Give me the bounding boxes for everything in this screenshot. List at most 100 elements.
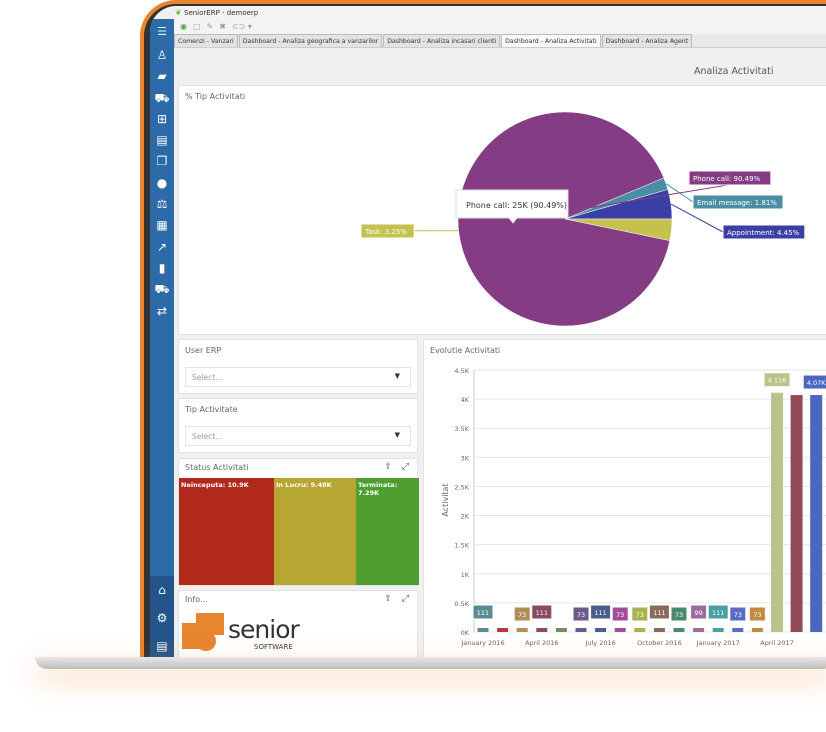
treemap-terminata[interactable]: Terminata: 7.29K <box>356 478 419 585</box>
chevron-down-icon: ▼ <box>394 431 400 439</box>
treemap-neinceputa[interactable]: Neinceputa: 10.9K <box>179 478 274 585</box>
bar-data-label: 111 <box>477 609 489 617</box>
bar[interactable] <box>732 628 744 632</box>
bar[interactable] <box>751 628 763 632</box>
cart-add-icon[interactable]: ⛟ <box>154 90 170 105</box>
bar-label-box <box>648 604 670 620</box>
pie-label: Email message: 1.81% <box>697 199 777 207</box>
dashboard-title: Analiza Activitati <box>694 66 774 77</box>
bar-data-label: 73 <box>577 611 585 619</box>
tab-comenzi-vanzari[interactable]: Comenzi - Vanzari <box>174 34 238 47</box>
bar[interactable] <box>673 628 685 632</box>
y-tick-label: 3K <box>461 454 470 462</box>
bar[interactable] <box>516 628 528 632</box>
building-icon[interactable]: ▦ <box>156 218 168 233</box>
bar-chart-icon[interactable]: ▮ <box>158 260 166 275</box>
bar[interactable] <box>771 392 783 632</box>
bar-chart: 0K 0.5K 1K 1.5K 2K 2.5K 3K 3.5K 4K 4.5K Activitat 1… <box>441 367 826 647</box>
evolutie-title: Evolutie Activitati <box>430 346 501 355</box>
edit-icon[interactable]: ✎ <box>206 22 214 31</box>
x-tick-label: July 2016 <box>584 639 615 647</box>
bar-label-box <box>748 606 766 622</box>
bar[interactable] <box>555 628 567 632</box>
tab-analiza-agent[interactable]: Dashboard - Analiza Agent <box>601 34 693 47</box>
clipboard-icon[interactable]: ▤ <box>156 133 168 148</box>
pie-label-box <box>360 223 415 239</box>
bar-data-label: 73 <box>675 611 683 619</box>
sidebar: ☰ ♙ ▰ ⛟ ⊞ ▤ ❐ ● ⚖ ▦ ↗ ▮ ⛟ ⇄ ⌂ ⚙ ▤ <box>150 19 174 660</box>
user-erp-label: User ERP <box>185 346 222 355</box>
pie-leader-line <box>670 203 724 233</box>
home-icon[interactable]: ⌂ <box>158 583 166 597</box>
bar-data-label: 111 <box>536 609 548 617</box>
treemap-in-lucru[interactable]: In Lucru: 9.48K <box>274 478 356 585</box>
bar-label-box <box>572 606 590 622</box>
bar-label-box <box>531 604 553 620</box>
fullscreen-icon[interactable]: ⤢ <box>401 462 409 472</box>
user-erp-placeholder: Select... <box>192 373 223 382</box>
status-title: Status Activitati <box>185 463 249 472</box>
bar[interactable] <box>595 628 607 632</box>
fullscreen-icon[interactable]: ⤢ <box>401 594 409 604</box>
delete-icon[interactable]: ✖ <box>219 22 226 31</box>
refresh-icon[interactable]: ◉ <box>180 22 187 31</box>
bar-data-label: 111 <box>594 609 606 617</box>
pie-tooltip-text: Phone call: 25K (90.49%) <box>466 201 567 210</box>
dashboard: Analiza Activitati % Tip Activitati Emai… <box>174 48 826 660</box>
bar-data-label: 73 <box>734 611 742 619</box>
user-org-icon[interactable]: ♙ <box>156 48 168 62</box>
bar[interactable] <box>693 628 705 632</box>
trend-up-icon[interactable]: ↗ <box>156 239 168 254</box>
truck-icon[interactable]: ⛟ <box>154 282 170 297</box>
bar-label-box <box>472 604 494 620</box>
bar-label-box <box>763 372 791 388</box>
y-axis-label: Activitat <box>441 483 450 516</box>
bar[interactable] <box>614 628 626 632</box>
bar[interactable] <box>810 395 823 632</box>
bar[interactable] <box>477 628 489 632</box>
pie-label: Task: 3.25% <box>364 228 407 236</box>
bar-label-box <box>513 606 531 622</box>
user-erp-select[interactable]: Select... ▼ <box>185 367 411 387</box>
y-tick-label: 0.5K <box>454 600 469 608</box>
transfer-icon[interactable]: ⇄ <box>156 303 168 318</box>
settings-icon[interactable]: ⚙ <box>156 611 168 625</box>
bar[interactable] <box>575 628 587 632</box>
pie-title: % Tip Activitati <box>185 92 246 101</box>
cart-icon[interactable]: ⊞ <box>156 111 168 126</box>
bar[interactable] <box>634 628 646 632</box>
export-icon[interactable]: ⇪ <box>384 462 392 472</box>
y-tick-label: 2K <box>461 513 470 521</box>
bar-data-label: 73 <box>636 611 644 619</box>
bar[interactable] <box>653 628 665 632</box>
pie-label: Appointment: 4.45% <box>727 229 800 237</box>
bar[interactable] <box>712 628 724 632</box>
link-icon[interactable]: ⊂⊃ ▾ <box>231 22 252 31</box>
documents-icon[interactable]: ❐ <box>156 154 168 169</box>
bar[interactable] <box>497 628 509 632</box>
bar[interactable] <box>536 628 548 632</box>
tab-analiza-geografica[interactable]: Dashboard - Analiza geografica a vanzari… <box>238 34 383 47</box>
tip-activitate-select[interactable]: Select... ▼ <box>185 426 411 446</box>
scale-icon[interactable]: ⚖ <box>156 197 168 212</box>
x-tick-label: January 2016 <box>460 639 504 647</box>
hamburger-menu-icon[interactable]: ☰ <box>157 25 167 38</box>
x-tick-label: April 2017 <box>760 639 793 647</box>
export-icon[interactable]: ⇪ <box>384 594 392 604</box>
tab-analiza-incasari[interactable]: Dashboard - Analiza incasari clienti <box>383 34 501 47</box>
folder-open-icon[interactable]: ▰ <box>157 69 167 84</box>
user-erp-filter: User ERP Select... ▼ <box>178 339 418 394</box>
y-tick-label: 2.5K <box>454 483 469 491</box>
new-icon[interactable]: ▢ <box>192 22 201 31</box>
logo-subtext: SOFTWARE <box>254 643 293 651</box>
senior-software-logo: senior SOFTWARE <box>182 613 312 659</box>
bar-label-box <box>707 604 729 620</box>
app-window: ❦ SeniorERP - demoerp ◉ ▢ ✎ ✖ ⊂⊃ ▾ Comenz… <box>150 6 826 660</box>
tab-analiza-activitati[interactable]: Dashboard - Analiza Activitati <box>501 34 601 47</box>
report-icon[interactable]: ▤ <box>156 639 168 653</box>
bar-label-box <box>690 604 708 620</box>
bar[interactable] <box>790 395 803 632</box>
coins-icon[interactable]: ● <box>156 175 168 190</box>
info-panel: Info... ⇪ ⤢ senior SOFTWARE <box>178 590 418 660</box>
bar-data-label: 4.07K <box>807 379 826 387</box>
